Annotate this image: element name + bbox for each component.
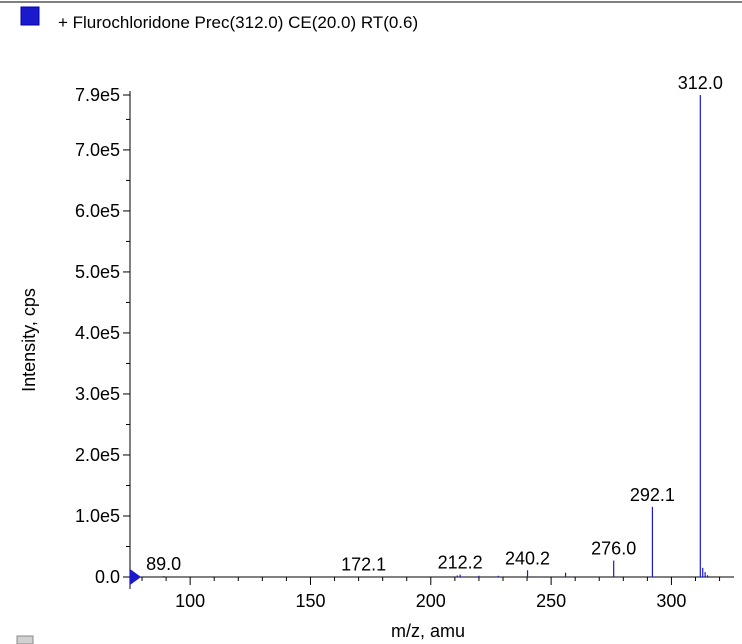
x-axis-title: m/z, amu [391,621,465,641]
y-tick-label: 1.0e5 [75,506,120,526]
y-tick-label: 4.0e5 [75,323,120,343]
chart-title: + Flurochloridone Prec(312.0) CE(20.0) R… [58,13,418,32]
peak-label: 172.1 [341,554,386,574]
axes [124,91,734,589]
y-tick-label: 0.0 [95,567,120,587]
x-tick-label: 300 [656,591,686,611]
y-axis-title: Intensity, cps [19,288,39,392]
peak-label: 312.0 [678,73,723,93]
peaks [163,95,709,577]
y-tick-label: 7.0e5 [75,140,120,160]
peak-label: 276.0 [591,539,636,559]
peak-label: 212.2 [438,553,483,573]
x-axis-start-marker[interactable] [130,569,141,585]
x-tick-label: 200 [416,591,446,611]
peak-label: 292.1 [630,485,675,505]
y-tick-label: 7.9e5 [75,85,120,105]
x-tick-label: 250 [536,591,566,611]
y-tick-label: 5.0e5 [75,262,120,282]
y-ticks: 0.0 1.0e5 2.0e5 3.0e5 4.0e5 5.0e5 6.0e5 7.0e5 7.… [75,85,130,587]
legend-swatch [20,6,40,26]
peak-label: 89.0 [146,554,181,574]
peak-label: 240.2 [505,548,550,568]
x-tick-label: 150 [295,591,325,611]
y-tick-label: 2.0e5 [75,445,120,465]
peak-labels: 89.0 172.1 212.2 240.2 276.0 292.1 312.0 [146,73,723,574]
x-ticks: 100 150 200 250 300 [141,577,721,611]
y-tick-label: 6.0e5 [75,201,120,221]
x-tick-label: 100 [175,591,205,611]
bottom-left-icon[interactable] [16,635,34,644]
y-tick-label: 3.0e5 [75,384,120,404]
